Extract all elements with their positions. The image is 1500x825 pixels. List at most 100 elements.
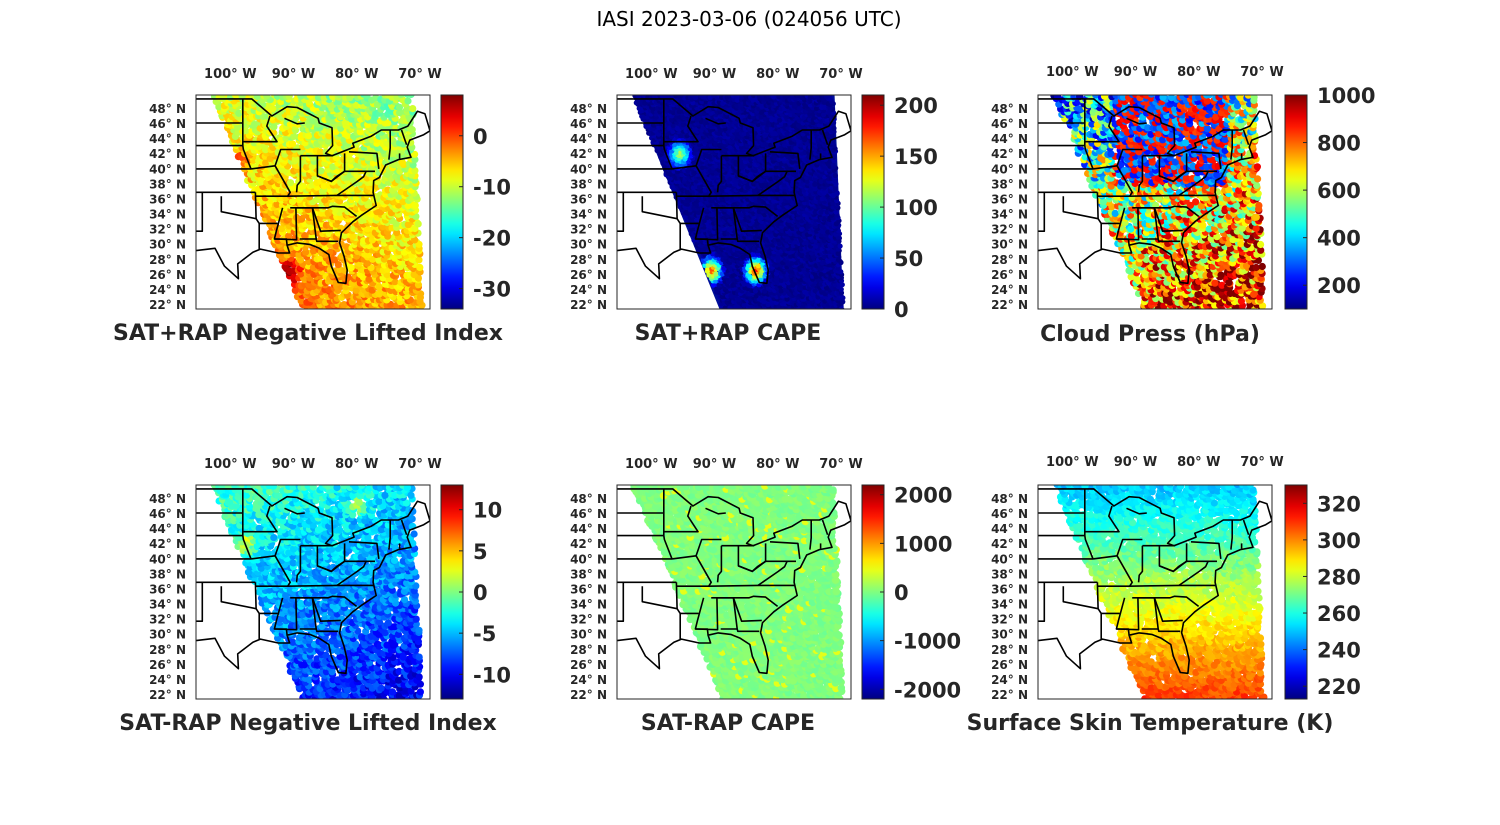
data-point — [296, 256, 304, 264]
data-point — [837, 243, 843, 249]
data-point — [415, 240, 423, 248]
state-boundary — [388, 130, 392, 160]
state-boundary — [311, 207, 341, 232]
data-point — [778, 288, 784, 294]
lat-tick-label: 44° N — [149, 132, 186, 146]
data-point — [375, 283, 383, 291]
data-point — [295, 250, 303, 258]
data-point — [796, 310, 801, 315]
data-point — [813, 309, 818, 314]
data-point — [346, 156, 354, 164]
data-point — [410, 271, 418, 279]
data-point — [334, 308, 338, 309]
data-point — [269, 105, 277, 113]
lon-tick-label: 80° W — [335, 67, 378, 82]
data-point — [768, 310, 773, 315]
data-point — [824, 310, 829, 315]
colorbar-tick-label: -10 — [473, 176, 511, 200]
data-point — [393, 229, 401, 237]
data-point — [316, 148, 324, 156]
data-point — [750, 251, 756, 257]
data-point — [798, 277, 804, 283]
state-boundary — [317, 170, 346, 183]
data-point — [765, 309, 770, 314]
state-boundary — [315, 238, 339, 243]
data-point — [305, 132, 313, 140]
data-point — [411, 150, 419, 158]
data-point — [833, 309, 838, 314]
state-boundary — [196, 192, 204, 232]
data-point — [407, 309, 414, 316]
data-point — [352, 205, 360, 213]
data-point — [345, 310, 352, 317]
data-point — [285, 95, 293, 100]
data-point — [331, 256, 339, 264]
data-point — [818, 271, 824, 277]
lat-tick-label: 36° N — [149, 193, 186, 207]
data-point — [414, 220, 422, 228]
data-point — [710, 251, 716, 257]
data-point — [349, 232, 357, 240]
data-point — [816, 309, 821, 314]
data-point — [755, 256, 762, 263]
data-point — [839, 282, 845, 288]
plot-area — [617, 95, 851, 316]
data-point — [713, 271, 719, 277]
data-point — [365, 275, 373, 283]
data-point — [273, 95, 281, 100]
data-point — [278, 225, 286, 233]
data-point — [398, 158, 406, 166]
data-point — [751, 311, 756, 316]
data-point — [723, 309, 728, 314]
data-point — [347, 264, 355, 272]
data-point — [363, 308, 368, 309]
data-point — [286, 179, 295, 187]
data-point — [336, 95, 344, 98]
state-boundary — [254, 192, 261, 250]
data-point — [741, 302, 747, 308]
data-point — [409, 105, 417, 113]
data-point — [776, 311, 781, 316]
coastline — [196, 98, 430, 285]
data-point — [329, 95, 337, 101]
data-point — [411, 201, 419, 209]
data-point — [755, 311, 760, 316]
data-point — [371, 309, 378, 316]
data-point — [758, 276, 764, 282]
data-point — [758, 310, 763, 315]
lat-tick-label: 40° N — [149, 162, 186, 176]
state-boundary — [336, 170, 367, 197]
data-point — [402, 310, 409, 317]
data-point — [307, 310, 314, 317]
data-point — [323, 308, 328, 309]
data-point — [748, 309, 753, 314]
lat-tick-label: 24° N — [149, 283, 186, 297]
data-point — [416, 263, 424, 271]
state-boundary — [242, 98, 252, 170]
state-boundary — [274, 148, 301, 167]
scatter-points — [632, 95, 846, 316]
data-point — [306, 95, 314, 99]
data-point — [379, 310, 386, 317]
panels: 100° W 90° W 80° W 70° W48° N46° N44° N42° … — [113, 65, 1375, 736]
data-point — [329, 163, 337, 171]
data-point — [317, 167, 325, 175]
colorbar: 0-10-20-30 — [440, 94, 511, 310]
data-point — [735, 305, 741, 309]
data-point — [728, 226, 734, 232]
data-point — [325, 310, 332, 317]
data-point — [772, 311, 777, 316]
data-point — [341, 309, 348, 316]
state-boundary — [348, 151, 380, 169]
data-point — [736, 296, 742, 302]
lat-tick-label: 26° N — [149, 268, 186, 282]
data-point — [415, 256, 423, 264]
data-point — [747, 308, 750, 309]
state-boundary — [250, 165, 276, 170]
data-point — [273, 200, 281, 208]
state-boundary — [295, 155, 302, 193]
data-point — [384, 119, 392, 127]
data-point — [290, 132, 298, 140]
data-point — [411, 156, 419, 164]
data-point — [285, 232, 293, 240]
